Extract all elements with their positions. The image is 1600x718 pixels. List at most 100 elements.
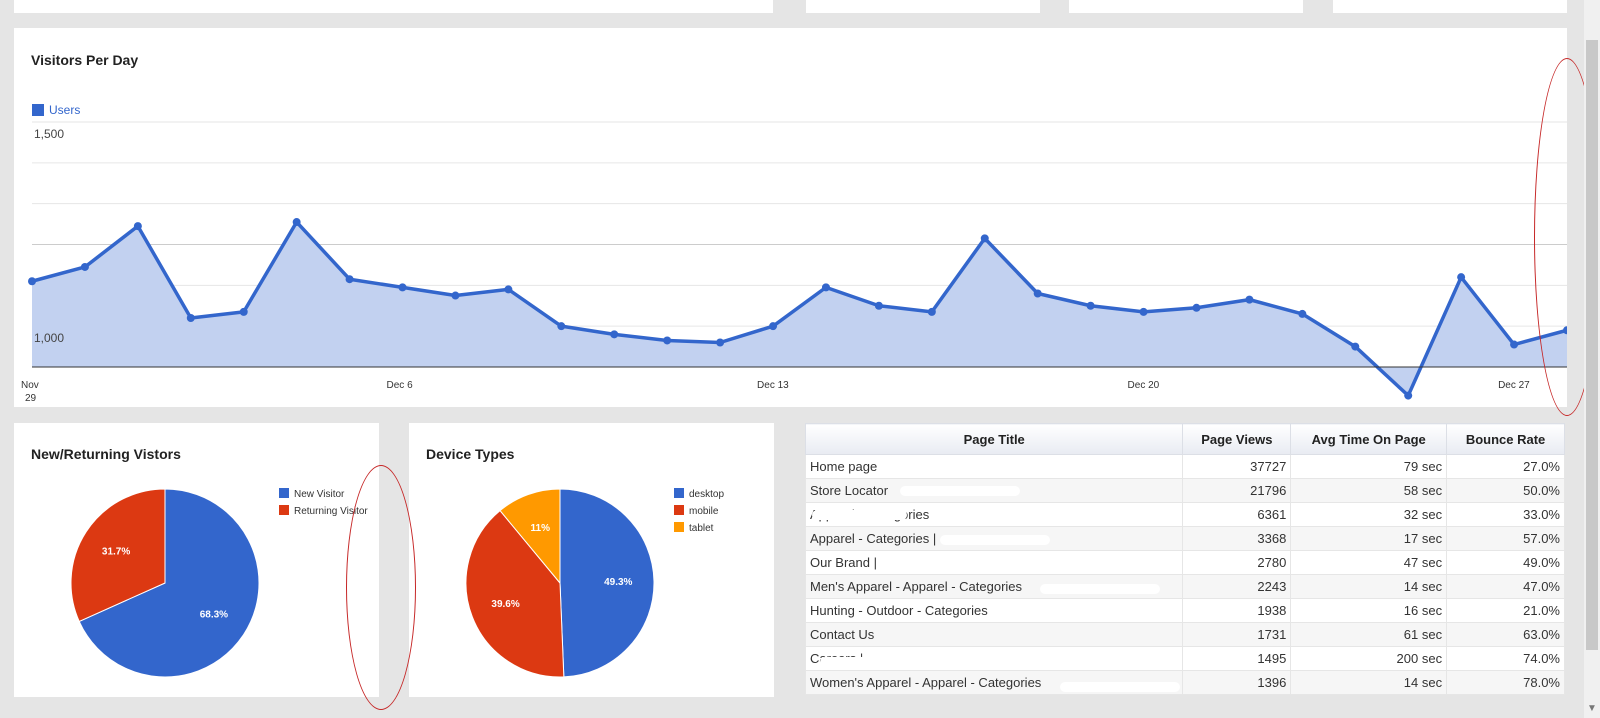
data-point [1510,340,1519,349]
avg-time-cell: 14 sec [1290,574,1448,599]
data-point [239,307,248,316]
redaction-mark [820,657,970,667]
data-point [874,301,883,310]
bounce-rate-cell: 21.0% [1446,598,1565,623]
pie-slice-tablet [499,488,561,585]
legend-label-users: Users [49,103,80,117]
pie-value-label: 11% [531,523,551,534]
data-point [980,234,989,243]
table-row: Women's Apparel - Apparel - Categories 13… [804,670,1565,695]
redaction-mark [882,559,1012,569]
data-point [769,322,778,331]
highlight-ellipse [346,465,416,710]
page-views-cell: 3368 [1182,526,1292,551]
bounce-rate-cell: 57.0% [1446,526,1565,551]
legend-swatch-users [32,104,44,116]
data-point [186,314,195,322]
page-views-cell: 2243 [1182,574,1292,599]
y-tick-label: 1,000 [34,331,64,345]
data-point [1245,295,1254,304]
data-point [821,283,830,292]
legend-label: Returning Visitor [294,506,368,517]
page-views-cell: 6361 [1182,502,1292,527]
redaction-mark [812,510,907,520]
pie-value-label: 31.7% [102,546,130,557]
data-point [1457,273,1466,282]
data-point [1351,342,1360,351]
top-card-stub [806,0,1040,13]
visitors-chart-title: Visitors Per Day [31,52,139,68]
data-point [557,322,566,331]
legend-label: tablet [689,523,714,534]
page-views-cell: 1396 [1182,670,1292,695]
legend-swatch [279,488,289,498]
data-point [1192,303,1201,312]
table-row: Apparel - Categories | 3368 17 sec 57.0% [804,526,1565,551]
column-header-bounce-rate[interactable]: Bounce Rate [1446,423,1565,455]
table-row: Contact Us 1731 61 sec 63.0% [804,622,1565,647]
avg-time-cell: 16 sec [1290,598,1448,623]
page-title-cell: Apparel - Categories | [804,526,1184,551]
table-row: Men's Apparel - Apparel - Categories 2243… [804,574,1565,599]
x-tick-label: Nov [21,380,39,391]
data-point [1139,307,1148,316]
table-header-row: Page Title Page Views Avg Time On Page Boun… [804,423,1565,455]
x-tick-label: Dec 13 [757,380,789,391]
redaction-mark [884,461,1024,471]
page-views-cell: 37727 [1182,454,1292,479]
data-point [663,336,672,345]
avg-time-cell: 61 sec [1290,622,1448,647]
pie-value-label: 68.3% [200,610,228,621]
data-point [28,277,36,286]
data-point [504,285,513,294]
data-point [1404,391,1413,400]
data-point [133,222,142,231]
visitors-line-chart: 1,500 1,000 Nov 29 Dec 6 Dec 13 Dec 20 Dec 27 Us… [21,103,1567,404]
x-tick-label: 29 [25,393,37,404]
bounce-rate-cell: 78.0% [1446,670,1565,695]
avg-time-cell: 58 sec [1290,478,1448,503]
legend-swatch [674,522,684,532]
avg-time-cell: 32 sec [1290,502,1448,527]
page-views-cell: 1495 [1182,646,1292,671]
page-views-cell: 2780 [1182,550,1292,575]
new-returning-pie-chart: 68.3% 31.7% New Visitor Returning Visitor [70,488,368,678]
column-header-avg-time-on-page[interactable]: Avg Time On Page [1290,423,1448,455]
top-card-stub [1333,0,1567,13]
column-header-page-views[interactable]: Page Views [1182,423,1292,455]
redaction-mark [900,486,1020,496]
avg-time-cell: 200 sec [1290,646,1448,671]
bounce-rate-cell: 49.0% [1446,550,1565,575]
bounce-rate-cell: 74.0% [1446,646,1565,671]
vertical-scrollbar[interactable]: ▼ [1584,0,1600,718]
redaction-mark [940,535,1050,545]
data-point [1298,309,1307,318]
legend-swatch [674,505,684,515]
data-point [1086,301,1095,310]
pie-slice-new-visitor [78,488,260,678]
pie-slice-mobile [465,509,565,678]
scroll-down-arrow-icon[interactable]: ▼ [1587,703,1597,714]
data-point [451,291,460,300]
bounce-rate-cell: 27.0% [1446,454,1565,479]
page-views-cell: 21796 [1182,478,1292,503]
data-point [927,307,936,316]
visitors-per-day-card: Visitors Per Day 1,500 1,000 Nov 29 Dec 6 Dec… [14,28,1567,407]
column-header-page-title[interactable]: Page Title [804,423,1184,455]
avg-time-cell: 17 sec [1290,526,1448,551]
pie-slice-returning-visitor [70,488,166,623]
x-tick-label: Dec 20 [1128,380,1160,391]
scrollbar-thumb[interactable] [1586,40,1598,650]
avg-time-cell: 14 sec [1290,670,1448,695]
avg-time-cell: 79 sec [1290,454,1448,479]
new-returning-title: New/Returning Vistors [31,446,181,462]
y-tick-label: 1,500 [34,127,64,141]
pie-slice-desktop [559,488,655,678]
legend-label: desktop [689,489,724,500]
data-point [398,283,407,292]
legend-label: mobile [689,506,719,517]
page-title-cell: Hunting - Outdoor - Categories [804,598,1184,623]
page-title-cell: Contact Us [804,622,1184,647]
pie-value-label: 39.6% [491,599,519,610]
